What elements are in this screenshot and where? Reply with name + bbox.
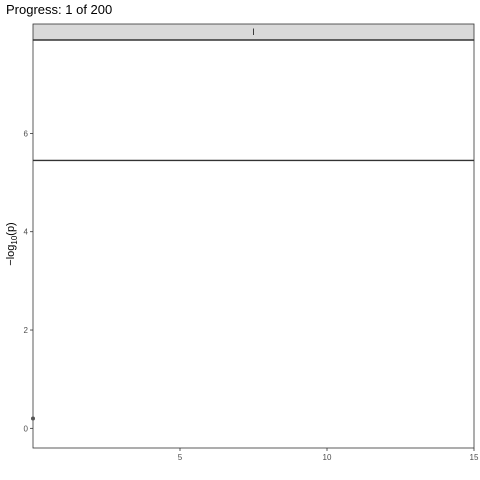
data-marks xyxy=(31,159,474,421)
panel-border xyxy=(32,39,475,449)
plot-panel xyxy=(32,39,475,449)
y-axis: 0 2 4 6 xyxy=(24,129,33,433)
x-tick-label: 15 xyxy=(470,453,479,462)
chart-title: Progress: 1 of 200 xyxy=(6,2,113,17)
facet-strip-label: I xyxy=(252,27,255,37)
facet-strip: I xyxy=(32,23,475,41)
x-axis: 5 10 15 xyxy=(178,448,479,462)
y-tick-label: 2 xyxy=(24,326,29,335)
data-point xyxy=(31,416,35,421)
y-axis-label: −log10(p) xyxy=(5,222,19,265)
x-tick-label: 10 xyxy=(323,453,332,462)
y-tick-label: 4 xyxy=(24,228,29,237)
y-tick-label: 6 xyxy=(24,129,29,138)
y-tick-label: 0 xyxy=(24,424,29,433)
x-tick-label: 5 xyxy=(178,453,183,462)
